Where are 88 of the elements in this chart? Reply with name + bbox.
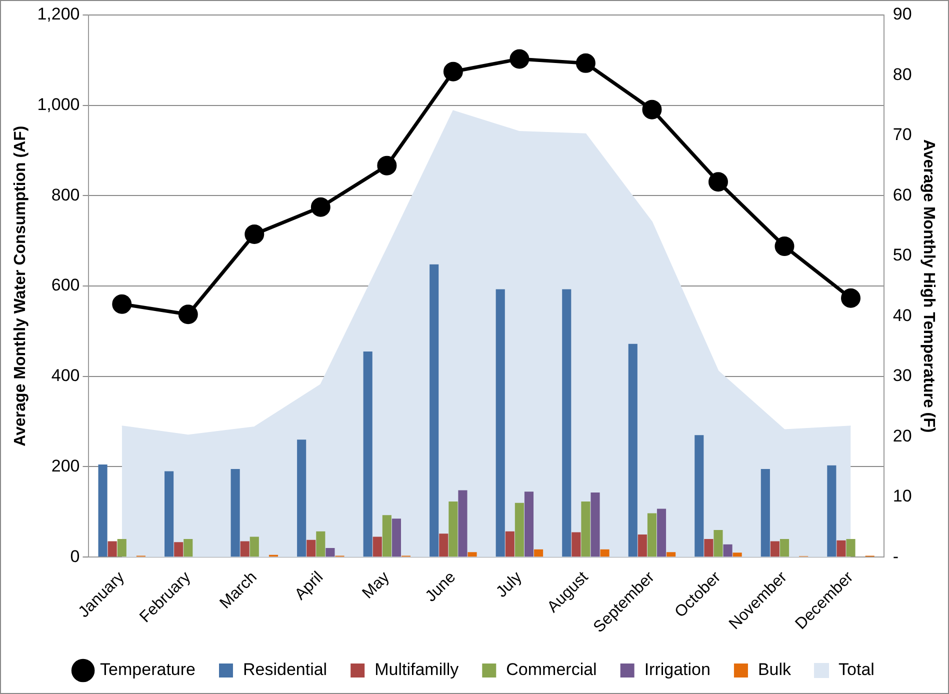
y2-tick-label: 30 [892,366,912,386]
bar [714,530,723,557]
bar [514,502,524,557]
legend-label: Residential [242,660,328,680]
point [310,197,330,217]
y-tick-label: 1,000 [37,95,80,114]
y2-tick-label: 80 [892,64,912,84]
y-axis-title: Average Monthly Water Consumption (AF) [12,126,30,446]
bar [117,539,126,557]
bar [647,513,657,557]
bar [306,540,316,557]
bar [468,552,477,557]
bar [382,515,392,557]
bar [250,536,259,557]
bar [392,518,401,557]
bar [316,531,326,557]
y2-tick-label: 20 [892,426,912,446]
bar [240,541,250,557]
bar [372,536,382,557]
bar [600,549,610,557]
bar [496,289,505,557]
bar [184,539,193,557]
bar [448,502,458,557]
y2-axis-title: Average Monthly High Temperature (F) [920,139,937,433]
bar [297,440,306,557]
bar [581,502,590,557]
legend-label: Total [838,660,874,680]
y-tick-label: 400 [51,366,80,386]
bar [770,541,780,557]
bar [230,468,240,557]
bar [572,532,581,557]
y-tick-label: 0 [70,546,80,566]
y2-tick-label: 40 [892,306,912,325]
y2-tick-label: 50 [892,246,912,265]
legend-label: Temperature [100,660,196,680]
bar [458,490,468,557]
bar [656,508,666,557]
bar [524,492,534,557]
y2-tick-label: 90 [892,4,912,24]
bar [534,549,544,557]
point [443,62,463,82]
bar [174,542,184,557]
bar [628,344,638,557]
bar [780,539,790,557]
point [642,100,662,120]
bar [760,468,770,557]
legend-label: Multifamilly [374,660,460,680]
y2-tick-label: 70 [892,125,912,144]
bar [108,541,117,557]
point [510,49,530,69]
y-tick-label: 1,200 [37,4,80,24]
y2-tick-label: - [892,546,899,566]
legend-label: Bulk [758,660,792,680]
point [244,224,264,244]
bar [694,435,704,557]
bar [732,552,742,557]
point [841,288,861,308]
bar [666,552,676,557]
bar [98,464,108,557]
bar [590,492,600,557]
point [576,53,596,73]
y-tick-label: 800 [51,185,80,204]
bar [827,465,836,557]
y2-tick-label: 10 [892,486,912,506]
point [178,304,198,324]
x-tick-label: July [493,568,526,601]
y2-tick-label: 60 [892,185,912,204]
point [377,156,397,176]
bar [836,540,846,557]
bar [326,548,335,557]
point [708,172,728,192]
legend-label: Commercial [506,660,597,680]
legend-label: Irrigation [644,660,710,680]
y-tick-label: 600 [51,276,80,295]
bar [723,544,732,557]
bar [846,539,856,557]
bar [363,352,372,557]
bar [562,289,572,557]
bar [704,539,714,557]
x-tick-label: May [359,568,393,602]
bar [164,471,174,557]
bar [430,264,439,557]
bar [439,534,448,557]
y-tick-label: 200 [51,456,80,476]
point [112,294,132,314]
bar [638,534,647,557]
bar [505,531,514,557]
point [774,236,794,256]
